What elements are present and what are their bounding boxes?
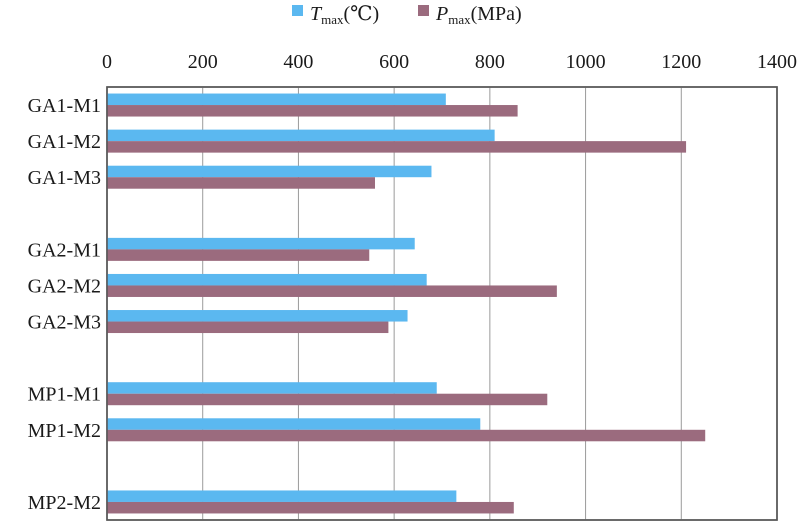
category-label-MP1-M1: MP1-M1 [28,384,101,406]
category-label-GA2-M1: GA2-M1 [28,239,101,261]
plot-area [106,86,778,521]
x-tick-label-800: 800 [475,51,505,73]
category-label-MP1-M2: MP1-M2 [28,420,101,442]
bar-MP1-M1-Tmax [107,382,437,394]
bar-GA1-M3-Pmax [107,177,375,189]
bar-GA2-M2-Tmax [107,273,427,286]
bar-MP2-M2-Pmax [107,501,514,514]
x-tick-label-1400: 1400 [757,51,797,73]
category-label-GA1-M3: GA1-M3 [28,167,101,189]
bar-GA2-M1-Pmax [107,249,370,261]
bar-GA2-M1-Tmax [107,237,415,250]
x-axis-tick-labels: 0 200 400 600 800 1000 1200 1400 [102,51,797,73]
bars [107,93,706,514]
x-tick-label-0: 0 [102,51,112,73]
bar-GA2-M2-Pmax [107,285,557,297]
gridlines [202,87,682,520]
legend-label-T: Tmax(℃) [310,3,379,27]
category-label-GA2-M2: GA2-M2 [28,275,101,297]
category-label-GA1-M1: GA1-M1 [28,95,101,117]
bar-GA1-M2-Tmax [107,129,495,142]
x-tick-label-400: 400 [283,51,313,73]
x-tick-label-600: 600 [379,51,409,73]
legend: Tmax(℃) Pmax(MPa) [292,3,522,27]
bar-MP1-M2-Pmax [107,429,706,442]
x-tick-label-1000: 1000 [566,51,606,73]
category-label-MP2-M2: MP2-M2 [28,492,101,514]
bar-MP2-M2-Tmax [107,490,457,502]
legend-swatch-P [418,5,429,16]
bar-MP1-M2-Tmax [107,418,481,430]
plot-border [106,86,778,521]
category-labels: GA1-M1 GA1-M2 GA1-M3 GA2-M1 GA2-M2 GA2-M3 MP1-… [28,95,101,514]
x-tick-label-200: 200 [188,51,218,73]
bar-GA1-M1-Pmax [107,105,518,117]
x-tick-label-1200: 1200 [661,51,701,73]
bar-MP1-M1-Pmax [107,393,548,406]
category-label-GA1-M2: GA1-M2 [28,131,101,153]
bar-GA1-M1-Tmax [107,93,446,106]
category-label-GA2-M3: GA2-M3 [28,312,101,334]
bar-GA1-M3-Tmax [107,165,432,178]
legend-label-P: Pmax(MPa) [435,3,522,27]
bar-GA1-M2-Pmax [107,141,687,153]
legend-swatch-T [292,5,303,16]
bar-GA2-M3-Pmax [107,321,389,334]
bar-GA2-M3-Tmax [107,310,408,322]
